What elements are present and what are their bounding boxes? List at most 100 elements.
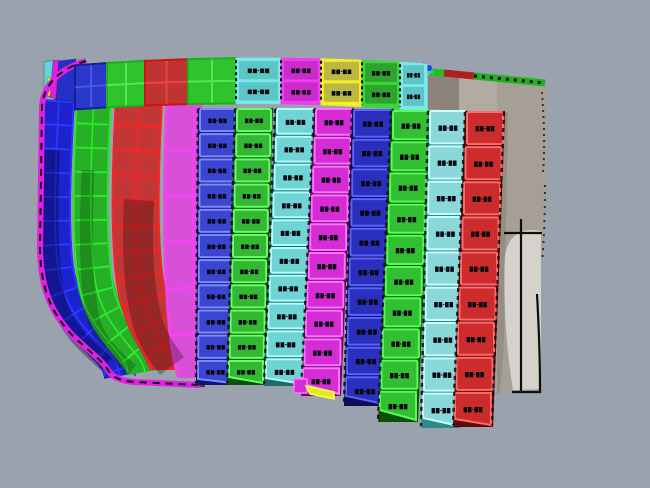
hull-plate[interactable]	[312, 165, 351, 194]
hull-plate[interactable]	[403, 87, 424, 106]
plate-label: ■■-■■	[434, 300, 454, 308]
hull-band-surface[interactable]	[163, 102, 215, 380]
hull-plate[interactable]	[386, 234, 425, 266]
hull-plate[interactable]	[233, 183, 270, 208]
hull-plate[interactable]	[380, 359, 419, 390]
band-seam-line	[72, 98, 129, 373]
hull-plate[interactable]	[309, 223, 348, 251]
hull-plate[interactable]	[324, 61, 359, 81]
top-strake-panel[interactable]	[144, 58, 189, 107]
band-green[interactable]	[72, 97, 163, 376]
hull-plate[interactable]	[306, 280, 345, 309]
hull-plate[interactable]	[379, 390, 417, 422]
plate-column[interactable]: ■■-■■ ■■-■■ ■■-■■ ■■-■■ ■■-■■ ■■-■■ ■■-■■ ■■-■■…	[225, 108, 273, 385]
hull-plate[interactable]	[365, 84, 397, 104]
top-strake-panel[interactable]: ■■-■■ ■■-■■	[320, 58, 363, 108]
hull-plate[interactable]	[455, 356, 494, 391]
plate-label: ■■-■■	[317, 263, 337, 271]
plate-label: ■■-■■	[315, 291, 335, 299]
plate-label: ■■-■■	[438, 124, 458, 132]
hull-plate[interactable]	[381, 328, 420, 359]
plate-label: ■■-■■	[435, 265, 455, 273]
hull-plate[interactable]	[229, 309, 266, 334]
plate-label: ■■-■■	[206, 344, 226, 351]
plate-label: ■■-■■	[207, 268, 227, 275]
hull-plate[interactable]	[231, 259, 268, 284]
plate-label: ■■-■■	[208, 117, 228, 124]
hull-plate[interactable]	[403, 65, 424, 85]
band-red[interactable]	[111, 98, 198, 372]
plate-label: ■■-■■	[291, 89, 311, 96]
hull-plate[interactable]	[232, 208, 269, 233]
hull-plate[interactable]	[384, 266, 423, 297]
plate-label: ■■-■■	[282, 201, 302, 209]
hull-plate[interactable]	[324, 83, 359, 102]
plate-label: ■■-■■	[279, 257, 299, 265]
hull-plate[interactable]	[310, 194, 349, 223]
hull-plate[interactable]	[304, 309, 343, 338]
plate-column[interactable]: ■■-■■ ■■-■■ ■■-■■ ■■-■■ ■■-■■ ■■-■■ ■■-■■ ■■-■■…	[299, 108, 354, 396]
top-strake-panel[interactable]: ■■-■■ ■■-■■	[235, 57, 282, 105]
hull-plate[interactable]	[389, 172, 428, 203]
hull-plate[interactable]	[239, 61, 278, 80]
band-seam-line	[89, 98, 146, 373]
panel-grid-line	[144, 80, 189, 85]
hull-plate[interactable]	[239, 82, 278, 101]
deck-edge-stripe	[443, 69, 475, 80]
bow-edge-marks	[541, 91, 546, 173]
hull-plate[interactable]	[454, 391, 492, 427]
plate-label: ■■-■■	[390, 371, 410, 379]
plate-label: ■■-■■	[311, 378, 331, 386]
plate-label: ■■-■■	[465, 370, 485, 378]
hull-plate[interactable]	[230, 284, 267, 309]
hull-plate[interactable]	[232, 233, 268, 259]
panel-grid-line	[187, 79, 237, 83]
yellow-wedge[interactable]	[304, 384, 335, 400]
plate-label: ■■-■■	[239, 294, 258, 301]
plate-label: ■■-■■	[356, 328, 377, 336]
hull-plate[interactable]	[365, 63, 397, 82]
plate-label: ■■-■■	[394, 278, 414, 286]
top-strake-panel[interactable]	[187, 57, 237, 106]
hull-plate[interactable]	[307, 252, 346, 280]
plate-label: ■■-■■	[206, 294, 226, 301]
bow-face-left	[428, 75, 459, 111]
plate-column[interactable]: ■■-■■ ■■-■■ ■■-■■ ■■-■■ ■■-■■ ■■-■■ ■■-■■ ■■-■■…	[342, 109, 394, 406]
plate-label: ■■-■■	[397, 215, 417, 223]
hull-plate[interactable]	[284, 61, 318, 80]
hull-plate[interactable]	[383, 297, 422, 328]
plate-label: ■■-■■	[208, 143, 228, 150]
plate-column[interactable]: ■■-■■ ■■-■■ ■■-■■ ■■-■■ ■■-■■ ■■-■■ ■■-■■ ■■-■■…	[194, 108, 237, 385]
hull-plate[interactable]	[234, 158, 271, 183]
plate-column[interactable]: ■■-■■ ■■-■■ ■■-■■ ■■-■■ ■■-■■ ■■-■■ ■■-■■ ■■-■■…	[262, 108, 316, 386]
top-strake-panel[interactable]: ■■-■■ ■■-■■	[361, 59, 401, 110]
hull-plate[interactable]	[463, 181, 501, 216]
plate-column[interactable]: ■■-■■ ■■-■■ ■■-■■ ■■-■■ ■■-■■ ■■-■■ ■■-■■ ■■-■■…	[451, 111, 505, 427]
plate-label: ■■-■■	[206, 319, 226, 326]
plate-label: ■■-■■	[331, 68, 352, 75]
band-seam-line	[54, 99, 121, 377]
plate-label: ■■-■■	[466, 335, 486, 343]
plate-label: ■■-■■	[432, 371, 452, 379]
plate-label: ■■-■■	[313, 349, 333, 357]
hull-plate[interactable]	[228, 334, 265, 359]
hull-plate[interactable]	[458, 286, 497, 321]
plate-label: ■■-■■	[391, 340, 411, 348]
plate-label: ■■-■■	[398, 184, 418, 192]
plate-column[interactable]: ■■-■■ ■■-■■ ■■-■■ ■■-■■ ■■-■■ ■■-■■ ■■-■■ ■■-■■…	[376, 110, 431, 422]
hull-plate[interactable]	[460, 251, 498, 286]
small-magenta-plate[interactable]	[293, 378, 308, 394]
top-strake-panel[interactable]	[74, 61, 108, 111]
hull-plate[interactable]	[303, 338, 342, 367]
plate-label: ■■-■■	[407, 94, 421, 101]
hull-plate[interactable]	[235, 133, 272, 158]
top-strake-panel[interactable]: ■■-■■ ■■-■■	[399, 61, 428, 112]
hull-plate[interactable]	[457, 321, 495, 356]
top-strake-panel[interactable]: ■■-■■ ■■-■■	[280, 57, 322, 106]
bow-face-right	[459, 77, 497, 111]
top-strake-panel[interactable]	[106, 59, 146, 109]
hull-plate[interactable]	[284, 82, 318, 101]
hull-plate[interactable]	[236, 108, 272, 133]
